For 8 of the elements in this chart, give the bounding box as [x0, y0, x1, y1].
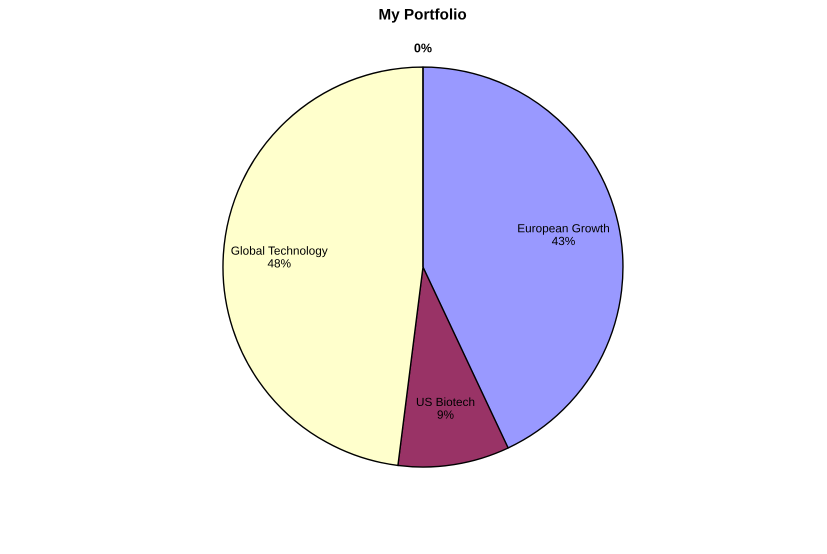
chart-title: My Portfolio	[379, 8, 466, 23]
data-label: 9%	[438, 410, 454, 419]
slice-label: Global Technology	[231, 246, 328, 258]
data-label: 43%	[552, 236, 575, 246]
slice-label: US Biotech	[416, 397, 474, 406]
text: 0%	[414, 44, 432, 52]
slice-label: European Growth	[518, 224, 609, 235]
data-label: 48%	[268, 259, 291, 268]
